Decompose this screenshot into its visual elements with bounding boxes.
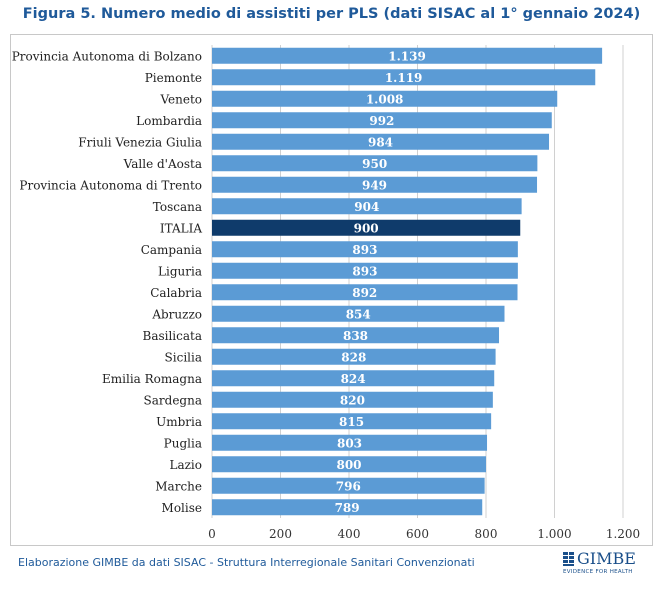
bar-value-label: 789 bbox=[335, 501, 360, 515]
bar-value-label: 820 bbox=[340, 393, 365, 407]
x-tick-label: 0 bbox=[208, 527, 216, 541]
category-label: Piemonte bbox=[145, 71, 202, 85]
bar bbox=[212, 133, 550, 150]
bar-value-label: 1.119 bbox=[385, 71, 423, 85]
bar bbox=[212, 413, 492, 430]
category-label: Lombardia bbox=[136, 114, 202, 128]
bar-value-label: 824 bbox=[341, 372, 366, 386]
category-label: Lazio bbox=[169, 458, 202, 472]
bar-value-label: 838 bbox=[343, 329, 368, 343]
bar bbox=[212, 348, 496, 365]
category-label: Puglia bbox=[164, 436, 202, 450]
category-label: Toscana bbox=[153, 200, 202, 214]
bar-value-label: 854 bbox=[346, 307, 371, 321]
bar bbox=[212, 477, 485, 494]
bar bbox=[212, 47, 603, 64]
x-tick-labels: 0 200 400 600 800 1.000 1.200 bbox=[208, 527, 640, 541]
chart-frame bbox=[10, 34, 653, 546]
bar-value-label: 893 bbox=[352, 264, 377, 278]
bar bbox=[212, 434, 488, 451]
category-label: Emilia Romagna bbox=[102, 372, 202, 386]
category-label: Provincia Autonoma di Bolzano bbox=[12, 49, 202, 63]
bar bbox=[212, 219, 521, 236]
gimbe-logo: GIMBE EVIDENCE FOR HEALTH bbox=[563, 550, 643, 580]
bar bbox=[212, 176, 538, 193]
bar bbox=[212, 327, 500, 344]
bar-value-label: 992 bbox=[369, 114, 394, 128]
category-label: Molise bbox=[162, 501, 202, 515]
category-label: Marche bbox=[155, 479, 202, 493]
bar-value-label: 949 bbox=[362, 178, 387, 192]
logo-wordmark: GIMBE bbox=[577, 549, 636, 568]
category-label: Friuli Venezia Giulia bbox=[78, 135, 202, 149]
bar-value-label: 1.139 bbox=[388, 49, 426, 63]
category-label: Umbria bbox=[156, 415, 202, 429]
bar-value-label: 892 bbox=[352, 286, 377, 300]
category-label: Liguria bbox=[158, 264, 202, 278]
bar bbox=[212, 112, 552, 129]
bar-value-label: 984 bbox=[368, 135, 393, 149]
bar-value-label: 1.008 bbox=[366, 92, 404, 106]
category-label: Calabria bbox=[150, 286, 202, 300]
x-tick-label: 400 bbox=[338, 527, 361, 541]
logo-tagline: EVIDENCE FOR HEALTH bbox=[563, 569, 633, 575]
source-note: Elaborazione GIMBE da dati SISAC - Strut… bbox=[18, 556, 475, 569]
x-tick-label: 1.000 bbox=[537, 527, 571, 541]
bar-value-label: 950 bbox=[362, 157, 387, 171]
category-label: Sicilia bbox=[165, 350, 202, 364]
category-label: Basilicata bbox=[143, 329, 203, 343]
bar bbox=[212, 305, 505, 322]
category-label: ITALIA bbox=[160, 221, 202, 235]
bar-value-label: 893 bbox=[352, 243, 377, 257]
x-tick-label: 200 bbox=[269, 527, 292, 541]
bar-value-label: 900 bbox=[354, 221, 379, 235]
bar-value-label: 815 bbox=[339, 415, 364, 429]
bar bbox=[212, 284, 518, 301]
bar-value-label: 800 bbox=[336, 458, 361, 472]
x-tick-label: 1.200 bbox=[606, 527, 640, 541]
x-tick-label: 800 bbox=[475, 527, 498, 541]
category-label: Veneto bbox=[159, 92, 202, 106]
gimbe-logo-icon bbox=[563, 552, 574, 566]
bar bbox=[212, 370, 495, 387]
bar bbox=[212, 69, 596, 86]
bar bbox=[212, 90, 558, 107]
bar bbox=[212, 241, 518, 258]
bar-value-label: 904 bbox=[354, 200, 379, 214]
chart-title: Figura 5. Numero medio di assistiti per … bbox=[22, 6, 641, 22]
bar bbox=[212, 391, 493, 408]
category-labels: Provincia Autonoma di Bolzano Piemonte Ven… bbox=[12, 49, 203, 515]
x-tick-label: 600 bbox=[406, 527, 429, 541]
category-label: Valle d'Aosta bbox=[123, 157, 202, 171]
bar bbox=[212, 262, 518, 279]
bar-value-label: 803 bbox=[337, 436, 362, 450]
bars: 1.139 1.119 1.008 992 984 950 949 904 900 893 893 8… bbox=[212, 47, 603, 516]
category-label: Sardegna bbox=[144, 393, 202, 407]
bar bbox=[212, 198, 522, 215]
bar-value-label: 828 bbox=[341, 350, 366, 364]
bar bbox=[212, 499, 483, 516]
category-label: Campania bbox=[141, 243, 202, 257]
category-label: Provincia Autonoma di Trento bbox=[19, 178, 202, 192]
category-label: Abruzzo bbox=[151, 307, 202, 321]
bar-value-label: 796 bbox=[336, 479, 361, 493]
bar bbox=[212, 155, 538, 172]
bar bbox=[212, 456, 486, 473]
